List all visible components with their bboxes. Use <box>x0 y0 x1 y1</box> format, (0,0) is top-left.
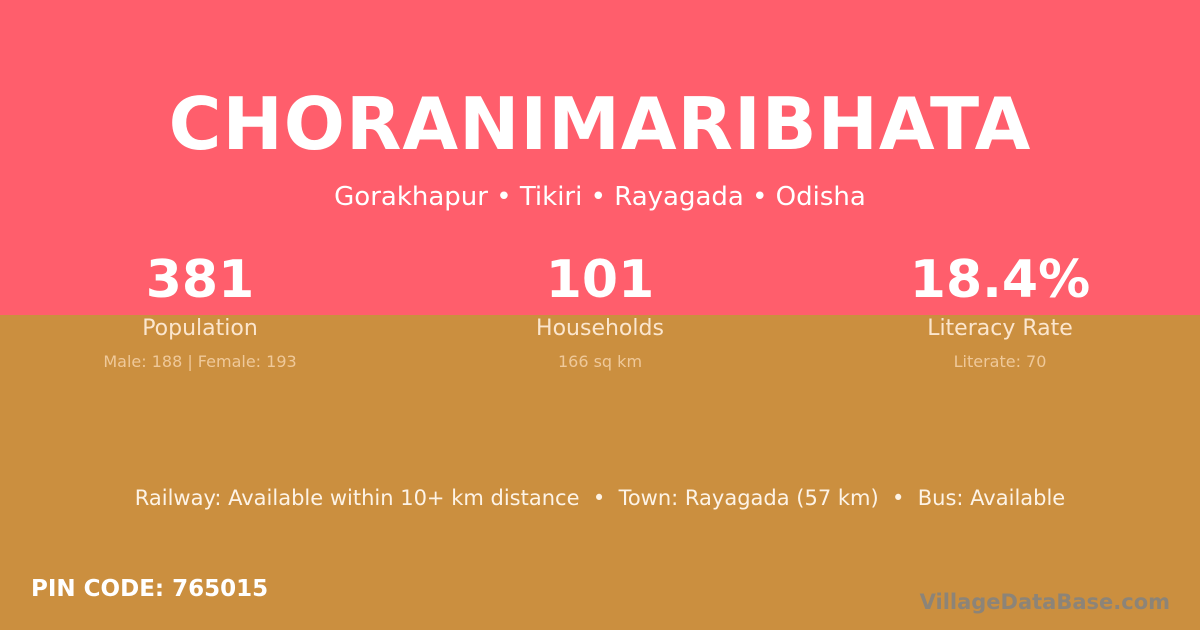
stat-detail: Literate: 70 <box>953 352 1047 371</box>
stat-value: 101 <box>545 250 655 310</box>
brand-watermark: VillageDataBase.com <box>919 590 1170 614</box>
stat-value: 381 <box>145 250 255 310</box>
connectivity-info: Railway: Available within 10+ km distanc… <box>134 486 1066 510</box>
stat-label: Population <box>142 316 258 341</box>
stat-detail: Male: 188 | Female: 193 <box>103 352 297 371</box>
location-breadcrumb: Gorakhapur • Tikiri • Rayagada • Odisha <box>334 182 866 212</box>
stat-label: Literacy Rate <box>927 316 1073 341</box>
details-panel <box>0 315 1200 630</box>
stat-value: 18.4% <box>909 250 1091 310</box>
stat-label: Households <box>536 316 664 341</box>
pin-code: PIN CODE: 765015 <box>31 576 269 602</box>
stat-population: 381 Population Male: 188 | Female: 193 <box>0 248 400 371</box>
header-panel <box>0 0 1200 315</box>
village-name: CHORANIMARIBHATA <box>168 82 1032 166</box>
stat-literacy: 18.4% Literacy Rate Literate: 70 <box>800 248 1200 371</box>
stat-detail: 166 sq km <box>557 352 643 371</box>
stat-households: 101 Households 166 sq km <box>400 248 800 371</box>
